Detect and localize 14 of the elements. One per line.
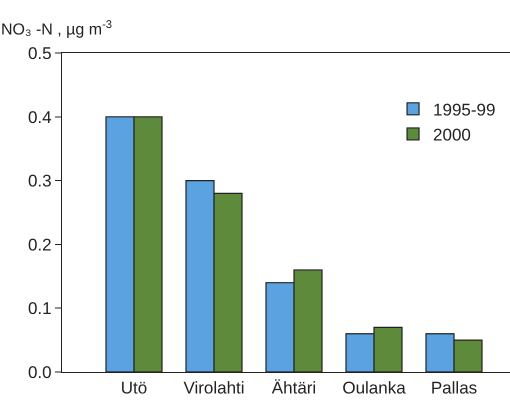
x-tick-label: Ähtäri	[272, 378, 316, 398]
x-tick-label: Utö	[120, 378, 148, 398]
x-tick-label: Oulanka	[342, 378, 406, 398]
y-axis-title: NO₃ -N , µg m$^{-3}$	[1, 19, 112, 39]
y-tick-label: 0.4	[28, 108, 52, 127]
y-tick-label: 0.3	[28, 172, 52, 191]
x-tick-label: Virolahti	[183, 378, 245, 398]
legend-label: 2000	[433, 126, 471, 145]
y-tick-label: 0.5	[28, 44, 52, 63]
y-tick-label: 0.2	[28, 235, 52, 254]
legend-label: 1995-99	[433, 100, 496, 120]
y-tick-label: 0.1	[28, 299, 52, 318]
y-tick-label: 0.0	[28, 362, 52, 382]
x-tick-label: Pallas	[430, 378, 478, 398]
